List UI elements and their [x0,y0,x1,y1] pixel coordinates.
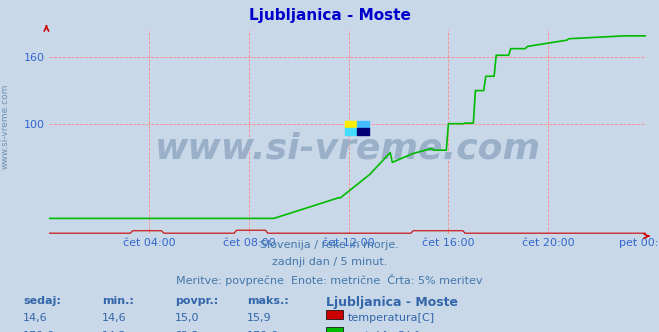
Text: www.si-vreme.com: www.si-vreme.com [155,131,540,165]
Text: Meritve: povprečne  Enote: metrične  Črta: 5% meritev: Meritve: povprečne Enote: metrične Črta:… [176,274,483,286]
Text: 179,6: 179,6 [247,331,279,332]
Text: 14,6: 14,6 [102,313,127,323]
Text: www.si-vreme.com: www.si-vreme.com [1,83,10,169]
Text: 179,6: 179,6 [23,331,55,332]
Bar [345,128,357,135]
Text: 15,0: 15,0 [175,313,199,323]
Text: maks.:: maks.: [247,296,289,306]
Text: 15,9: 15,9 [247,313,272,323]
Text: Ljubljanica - Moste: Ljubljanica - Moste [326,296,458,309]
Text: Slovenija / reke in morje.: Slovenija / reke in morje. [260,240,399,250]
Text: pretok[m3/s]: pretok[m3/s] [347,331,419,332]
Text: zadnji dan / 5 minut.: zadnji dan / 5 minut. [272,257,387,267]
Text: Ljubljanica - Moste: Ljubljanica - Moste [248,8,411,23]
Text: sedaj:: sedaj: [23,296,61,306]
Bar [357,122,370,128]
Bar [345,122,357,128]
Bar [357,128,370,135]
Text: 14,6: 14,6 [23,313,47,323]
Text: temperatura[C]: temperatura[C] [347,313,434,323]
Text: 63,2: 63,2 [175,331,199,332]
Text: povpr.:: povpr.: [175,296,218,306]
Text: 14,2: 14,2 [102,331,127,332]
Text: min.:: min.: [102,296,134,306]
